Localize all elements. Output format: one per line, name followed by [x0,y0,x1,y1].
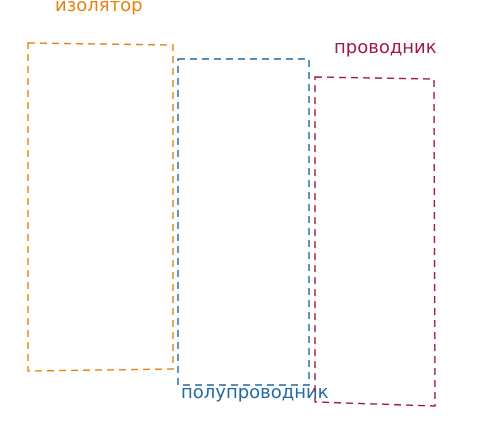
conductor-box [314,76,436,407]
conductor-region: проводник [314,37,437,407]
semiconductor-label: полупроводник [181,382,329,403]
semiconductor-region: полупроводник [177,58,329,403]
conductor-label: проводник [334,37,437,58]
semiconductor-box [177,58,310,386]
insulator-box [27,42,174,372]
insulator-label: изолятор [55,0,143,16]
insulator-region: изолятор [27,0,174,372]
